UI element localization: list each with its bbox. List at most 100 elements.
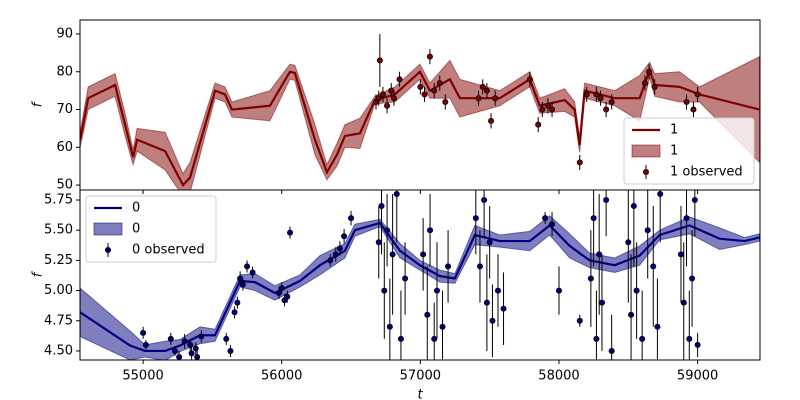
observed-point — [576, 159, 583, 166]
plot-area — [80, 190, 760, 360]
observed-point — [417, 83, 424, 90]
observed-point — [489, 317, 496, 324]
legend-box — [623, 117, 755, 185]
observed-point — [488, 117, 495, 124]
legend-marker — [105, 246, 112, 253]
observed-point — [475, 95, 482, 102]
observed-point — [439, 323, 446, 330]
y-tick-label: 5.25 — [44, 253, 73, 268]
observed-point — [651, 83, 658, 90]
observed-point — [140, 329, 147, 336]
observed-point — [654, 323, 661, 330]
plot-area — [80, 33, 760, 190]
observed-point — [427, 227, 434, 234]
observed-point — [424, 311, 431, 318]
observed-point — [445, 263, 452, 270]
observed-point — [694, 91, 701, 98]
observed-point — [641, 80, 648, 87]
observed-point — [393, 190, 400, 197]
x-tick-label: 56000 — [261, 369, 302, 384]
observed-point — [593, 91, 600, 98]
observed-point — [327, 257, 334, 264]
observed-point — [239, 281, 246, 288]
observed-point — [625, 239, 632, 246]
observed-point — [379, 91, 386, 98]
observed-point — [375, 95, 382, 102]
observed-point — [420, 251, 427, 258]
observed-point — [544, 102, 551, 109]
observed-point — [590, 215, 597, 222]
observed-point — [421, 91, 428, 98]
x-axis-label: t — [417, 388, 423, 400]
observed-point — [481, 197, 488, 204]
observed-point — [187, 341, 194, 348]
observed-point — [583, 91, 590, 98]
observed-point — [526, 76, 533, 83]
legend-band — [631, 144, 661, 158]
observed-point — [539, 106, 546, 113]
observed-point — [381, 287, 388, 294]
y-tick-label: 80 — [56, 64, 73, 79]
legend-box — [85, 195, 217, 263]
observed-point — [694, 341, 701, 348]
observed-point — [479, 83, 486, 90]
observed-point — [194, 353, 201, 360]
observed-point — [476, 263, 483, 270]
observed-point — [431, 335, 438, 342]
legend-label: 1 observed — [670, 165, 743, 180]
observed-point — [644, 227, 651, 234]
observed-point — [223, 335, 230, 342]
observed-point — [691, 197, 698, 204]
observed-point — [375, 239, 382, 246]
observed-point — [348, 215, 355, 222]
observed-point — [608, 98, 615, 105]
observed-point — [646, 68, 653, 75]
observed-point — [603, 197, 610, 204]
observed-point — [542, 215, 549, 222]
observed-point — [397, 335, 404, 342]
observed-point — [231, 309, 238, 316]
y-tick-label: 60 — [56, 140, 73, 155]
x-tick-label: 59000 — [677, 369, 718, 384]
observed-point — [278, 285, 285, 292]
legend-band — [93, 222, 123, 236]
observed-point — [492, 95, 499, 102]
observed-point — [433, 287, 440, 294]
observed-point — [167, 335, 174, 342]
observed-point — [549, 221, 556, 228]
y-tick-label: 4.75 — [44, 313, 73, 328]
observed-point — [442, 98, 449, 105]
legend-label: 0 observed — [132, 243, 205, 258]
observed-point — [341, 233, 348, 240]
observed-point — [181, 338, 188, 345]
observed-point — [176, 353, 183, 360]
observed-point — [683, 215, 690, 222]
y-tick-label: 4.50 — [44, 343, 73, 358]
observed-point — [650, 263, 657, 270]
observed-point — [535, 121, 542, 128]
observed-point — [287, 229, 294, 236]
observed-point — [690, 106, 697, 113]
observed-point — [639, 335, 646, 342]
observed-point — [386, 323, 393, 330]
observed-point — [633, 287, 640, 294]
observed-point — [576, 317, 583, 324]
observed-point — [284, 293, 291, 300]
observed-point — [396, 76, 403, 83]
y-tick-label: 70 — [56, 102, 73, 117]
observed-point — [378, 203, 385, 210]
observed-point — [275, 289, 282, 296]
x-tick-label: 58000 — [538, 369, 579, 384]
y-tick-label: 50 — [56, 178, 73, 193]
observed-point — [336, 245, 343, 252]
observed-point — [249, 269, 256, 276]
observed-point — [596, 251, 603, 258]
observed-point — [192, 345, 199, 352]
observed-point — [486, 239, 493, 246]
x-tick-label: 55000 — [122, 369, 163, 384]
observed-point — [494, 287, 501, 294]
observed-point — [388, 87, 395, 94]
y-tick-label: 5.75 — [44, 193, 73, 208]
y-axis-label: f — [31, 100, 46, 107]
